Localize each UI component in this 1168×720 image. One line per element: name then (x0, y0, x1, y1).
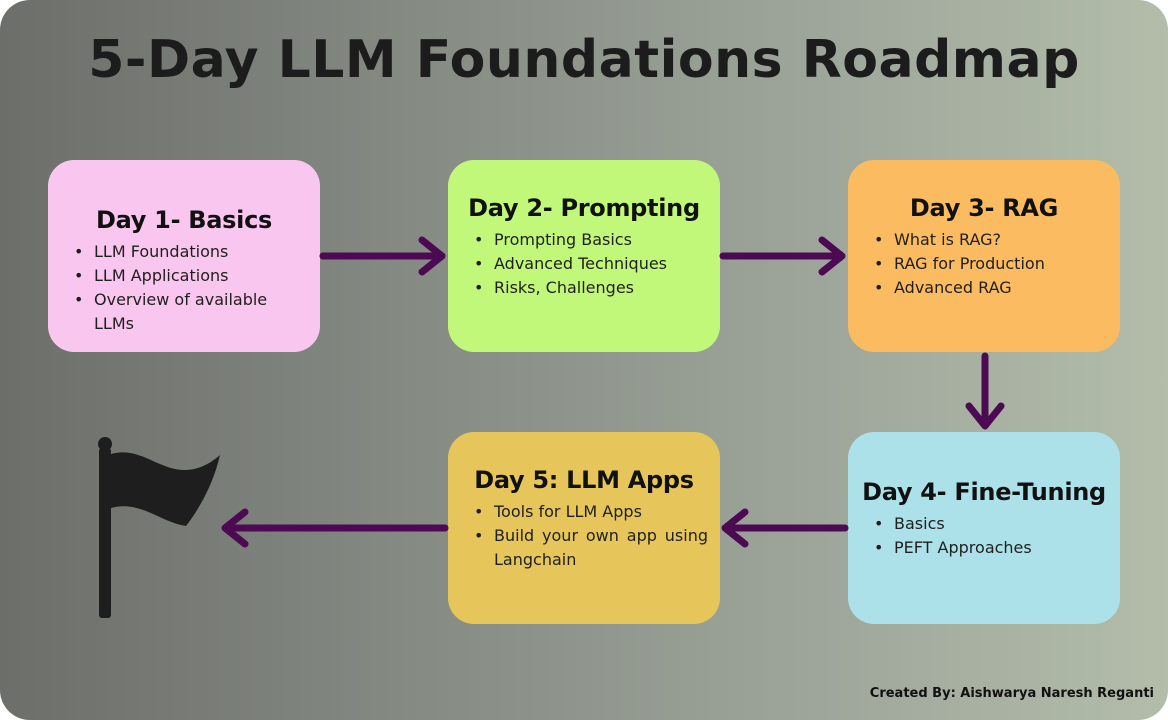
arrow-day5-to-finish (221, 508, 449, 548)
day-2-title: Day 2- Prompting (468, 194, 700, 222)
day-1-topics: LLM Foundations LLM Applications Overvie… (60, 240, 308, 336)
day-4-title: Day 4- Fine-Tuning (862, 478, 1106, 506)
list-item: Prompting Basics (474, 228, 708, 252)
arrow-day4-to-day5 (721, 508, 849, 548)
day-3-card: Day 3- RAG What is RAG? RAG for Producti… (848, 160, 1120, 352)
page-title: 5-Day LLM Foundations Roadmap (88, 30, 1080, 90)
day-2-card: Day 2- Prompting Prompting Basics Advanc… (448, 160, 720, 352)
day-3-title: Day 3- RAG (909, 194, 1059, 222)
day-1-title: Day 1- Basics (95, 206, 272, 234)
list-item: Risks, Challenges (474, 276, 708, 300)
list-item: Advanced Techniques (474, 252, 708, 276)
list-item: Basics (874, 512, 1108, 536)
list-item: Tools for LLM Apps (474, 500, 708, 524)
day-2-topics: Prompting Basics Advanced Techniques Ris… (460, 228, 708, 300)
list-item: RAG for Production (874, 252, 1108, 276)
day-4-topics: Basics PEFT Approaches (860, 512, 1108, 560)
list-item: Overview of available LLMs (74, 288, 308, 336)
list-item: PEFT Approaches (874, 536, 1108, 560)
list-item: Advanced RAG (874, 276, 1108, 300)
list-item: Build your own app using Langchain (474, 524, 708, 572)
day-1-card: Day 1- Basics LLM Foundations LLM Applic… (48, 160, 320, 352)
arrow-day1-to-day2 (319, 236, 446, 276)
list-item: LLM Applications (74, 264, 308, 288)
arrow-day3-to-day4 (965, 352, 1005, 430)
arrow-day2-to-day3 (719, 236, 846, 276)
list-item: What is RAG? (874, 228, 1108, 252)
day-4-card: Day 4- Fine-Tuning Basics PEFT Approache… (848, 432, 1120, 624)
credit-text: Created By: Aishwarya Naresh Reganti (869, 686, 1154, 701)
list-item: LLM Foundations (74, 240, 308, 264)
day-5-title: Day 5: LLM Apps (474, 466, 694, 494)
day-3-topics: What is RAG? RAG for Production Advanced… (860, 228, 1108, 300)
day-5-card: Day 5: LLM Apps Tools for LLM Apps Build… (448, 432, 720, 624)
day-5-topics: Tools for LLM Apps Build your own app us… (460, 500, 708, 572)
